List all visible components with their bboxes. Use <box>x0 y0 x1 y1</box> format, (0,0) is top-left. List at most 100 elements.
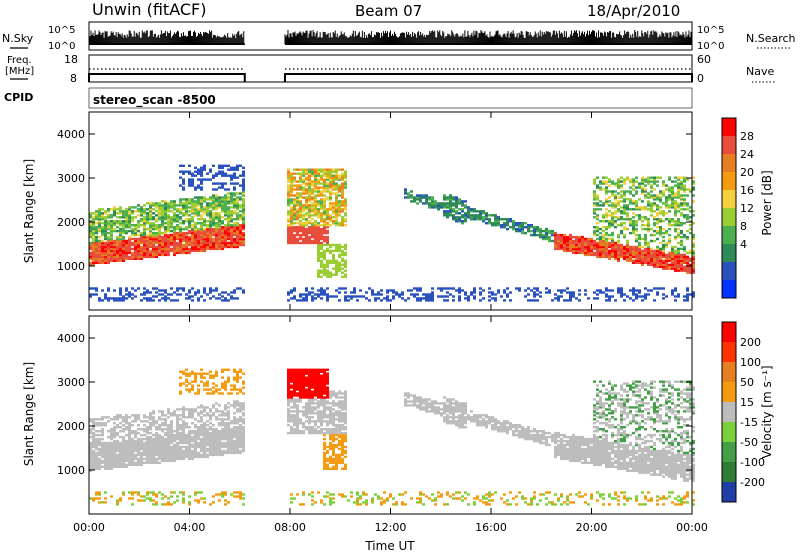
heatmap-cell <box>239 164 242 167</box>
heatmap-cell <box>230 200 233 203</box>
heatmap-cell <box>212 247 215 251</box>
heatmap-cell <box>200 247 203 251</box>
heatmap-cell <box>143 251 146 255</box>
heatmap-cell <box>107 457 110 461</box>
heatmap-cell <box>449 210 452 213</box>
heatmap-cell <box>332 253 335 257</box>
heatmap-cell <box>140 459 143 463</box>
heatmap-cell <box>473 210 476 213</box>
heatmap-cell <box>95 422 98 425</box>
heatmap-cell <box>206 198 209 201</box>
heatmap-cell <box>236 202 239 205</box>
heatmap-cell <box>167 224 170 227</box>
heatmap-cell <box>212 229 215 233</box>
power-ylabel: Slant Range [km] <box>22 159 36 263</box>
heatmap-cell <box>227 196 230 199</box>
heatmap-cell <box>290 200 293 203</box>
heatmap-cell <box>323 212 326 215</box>
colorbar-swatch <box>722 154 736 173</box>
heatmap-cell <box>167 497 170 500</box>
heatmap-cell <box>101 461 104 464</box>
heatmap-cell <box>683 253 686 257</box>
heatmap-cell <box>641 208 644 211</box>
heatmap-cell <box>89 235 92 239</box>
heatmap-cell <box>482 218 485 221</box>
heatmap-cell <box>446 291 449 294</box>
heatmap-cell <box>212 164 215 167</box>
heatmap-cell <box>533 226 536 229</box>
heatmap-cell <box>494 214 497 217</box>
heatmap-cell <box>593 241 596 245</box>
heatmap-cell <box>131 210 134 213</box>
heatmap-cell <box>308 231 311 235</box>
heatmap-cell <box>101 259 104 262</box>
heatmap-cell <box>110 220 113 223</box>
heatmap-cell <box>320 235 323 239</box>
heatmap-cell <box>164 495 167 498</box>
heatmap-cell <box>233 289 236 292</box>
heatmap-cell <box>233 206 236 209</box>
heatmap-cell <box>674 196 677 199</box>
heatmap-cell <box>203 241 206 245</box>
heatmap-cell <box>305 188 308 191</box>
heatmap-cell <box>674 192 677 195</box>
heatmap-cell <box>167 208 170 211</box>
heatmap-cell <box>311 208 314 211</box>
heatmap-cell <box>323 269 326 272</box>
heatmap-cell <box>224 229 227 233</box>
heatmap-cell <box>200 227 203 231</box>
heatmap-cell <box>182 208 185 211</box>
heatmap-cell <box>182 214 185 217</box>
heatmap-cell <box>209 222 212 225</box>
heatmap-cell <box>134 443 137 447</box>
heatmap-cell <box>131 253 134 257</box>
heatmap-cell <box>680 180 683 183</box>
heatmap-cell <box>650 255 653 259</box>
heatmap-cell <box>434 206 437 209</box>
heatmap-cell <box>89 441 92 445</box>
heatmap-cell <box>95 439 98 443</box>
heatmap-cell <box>680 186 683 189</box>
heatmap-cell <box>119 297 122 300</box>
heatmap-cell <box>221 186 224 189</box>
heatmap-cell <box>119 293 122 296</box>
heatmap-cell <box>134 243 137 247</box>
heatmap-cell <box>596 247 599 251</box>
heatmap-cell <box>95 430 98 433</box>
heatmap-cell <box>164 503 167 506</box>
heatmap-cell <box>104 224 107 227</box>
heatmap-cell <box>239 174 242 177</box>
heatmap-cell <box>182 188 185 191</box>
heatmap-cell <box>113 251 116 255</box>
heatmap-cell <box>608 196 611 199</box>
heatmap-cell <box>107 451 110 455</box>
heatmap-cell <box>668 190 671 193</box>
heatmap-cell <box>218 247 221 251</box>
heatmap-cell <box>674 224 677 227</box>
heatmap-cell <box>521 229 524 233</box>
heatmap-cell <box>116 457 119 461</box>
heatmap-cell <box>227 198 230 201</box>
heatmap-cell <box>125 210 128 213</box>
heatmap-cell <box>299 180 302 183</box>
heatmap-cell <box>182 206 185 209</box>
heatmap-cell <box>128 491 131 494</box>
heatmap-cell <box>131 414 134 417</box>
heatmap-cell <box>677 210 680 213</box>
heatmap-cell <box>674 184 677 187</box>
heatmap-cell <box>593 239 596 243</box>
heatmap-cell <box>359 289 362 292</box>
heatmap-cell <box>155 422 158 425</box>
heatmap-cell <box>314 182 317 185</box>
heatmap-cell <box>569 295 572 298</box>
heatmap-cell <box>320 220 323 223</box>
heatmap-cell <box>212 204 215 207</box>
heatmap-cell <box>296 233 299 237</box>
heatmap-cell <box>335 218 338 221</box>
heatmap-cell <box>326 188 329 191</box>
heatmap-cell <box>563 245 566 249</box>
heatmap-cell <box>176 210 179 213</box>
heatmap-cell <box>563 249 566 253</box>
heatmap-cell <box>95 447 98 451</box>
heatmap-cell <box>314 239 317 243</box>
